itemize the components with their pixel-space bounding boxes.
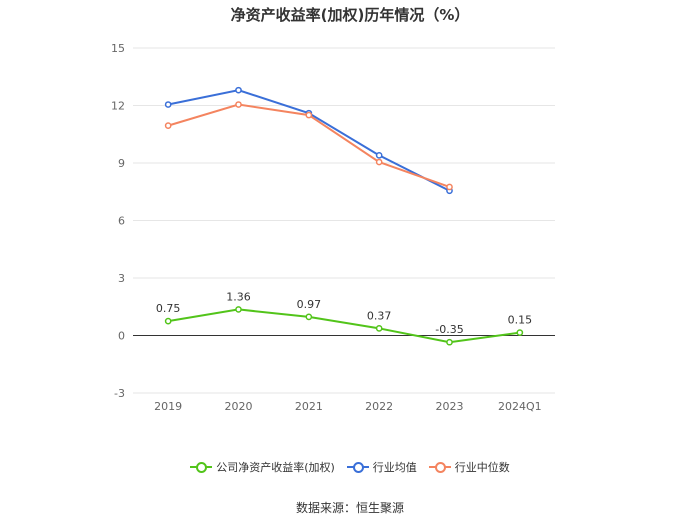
data-point [375, 325, 383, 332]
legend-marker-icon [428, 462, 451, 473]
x-tick-label: 2021 [295, 400, 323, 413]
legend-marker-icon [190, 462, 213, 473]
legend-item[interactable]: 公司净资产收益率(加权) [190, 459, 335, 475]
data-point [305, 313, 313, 321]
data-point [235, 306, 242, 313]
data-point [305, 111, 313, 119]
legend-label: 公司净资产收益率(加权) [216, 461, 335, 474]
y-tick-label: -3 [114, 387, 125, 400]
data-point [235, 86, 242, 94]
legend-marker-icon [346, 462, 369, 473]
x-tick-label: 2023 [436, 400, 464, 413]
data-label: 0.97 [297, 298, 322, 311]
data-point [235, 101, 242, 108]
series-group: 0.75 1.36 0.97 0.37 -0.35 0.15 [156, 86, 533, 346]
data-label: -0.35 [435, 323, 463, 336]
line-chart: -3 0 3 6 9 12 15 2019 2020 2021 2022 2023 2024Q1 0.… [111, 42, 555, 413]
y-tick-label: 3 [118, 272, 125, 285]
data-point [375, 158, 383, 166]
legend-label: 行业中位数 [454, 461, 510, 474]
data-label: 1.36 [226, 290, 251, 303]
x-tick-label: 2024Q1 [498, 400, 542, 413]
y-tick-label: 9 [118, 157, 125, 170]
legend-item[interactable]: 行业均值 [346, 459, 417, 475]
x-tick-label: 2022 [365, 400, 393, 413]
data-point [164, 101, 172, 108]
legend-label: 行业均值 [372, 461, 417, 474]
data-point [164, 317, 172, 325]
source-note: 数据来源：恒生聚源 [295, 501, 404, 515]
x-tick-label: 2019 [154, 400, 182, 413]
data-label: 0.37 [367, 309, 392, 322]
data-point [164, 122, 172, 129]
data-point [375, 151, 383, 159]
y-tick-label: 12 [111, 100, 125, 113]
data-label: 0.75 [156, 302, 181, 315]
data-point [516, 329, 524, 336]
y-tick-label: 0 [118, 330, 125, 343]
data-label: 0.15 [508, 314, 533, 327]
data-point [446, 183, 453, 191]
legend-item[interactable]: 行业中位数 [428, 459, 510, 475]
y-axis-ticks: -3 0 3 6 9 12 15 [111, 42, 125, 400]
chart-title: 净资产收益率(加权)历年情况（%） [230, 6, 470, 24]
data-point [446, 338, 453, 346]
x-tick-label: 2020 [225, 400, 253, 413]
legend: 公司净资产收益率(加权) 行业均值 行业中位数 [0, 459, 700, 475]
x-axis-ticks: 2019 2020 2021 2022 2023 2024Q1 [154, 400, 541, 413]
series-line-0 [168, 308, 520, 344]
y-tick-label: 15 [111, 42, 125, 55]
grid-lines [133, 47, 555, 394]
y-tick-label: 6 [118, 215, 125, 228]
